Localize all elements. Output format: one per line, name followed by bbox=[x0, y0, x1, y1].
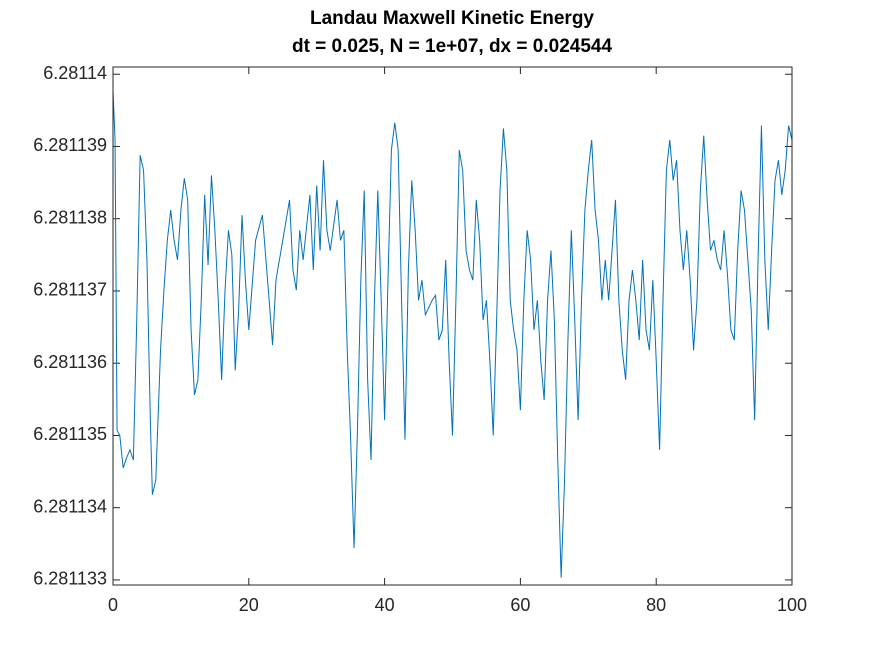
x-tick-label: 80 bbox=[646, 595, 666, 615]
data-line bbox=[112, 90, 793, 578]
y-tick-label: 6.281135 bbox=[33, 424, 107, 444]
y-tick-label: 6.281134 bbox=[33, 496, 107, 516]
chart-subtitle: dt = 0.025, N = 1e+07, dx = 0.024544 bbox=[292, 36, 612, 57]
y-tick-label: 6.281137 bbox=[33, 280, 107, 300]
x-tick-label: 40 bbox=[375, 595, 395, 615]
y-tick-label: 6.281138 bbox=[33, 207, 107, 227]
x-tick-label: 60 bbox=[510, 595, 530, 615]
y-tick-label: 6.281136 bbox=[33, 352, 107, 372]
x-tick-label: 0 bbox=[108, 595, 118, 615]
plot-area bbox=[113, 67, 792, 585]
axes-box bbox=[112, 66, 793, 586]
x-tick-label: 20 bbox=[239, 595, 259, 615]
chart-title: Landau Maxwell Kinetic Energy bbox=[310, 8, 594, 29]
x-tick-label: 100 bbox=[777, 595, 807, 615]
y-tick-label: 6.281133 bbox=[33, 569, 107, 589]
y-tick-label: 6.281139 bbox=[33, 135, 107, 155]
y-tick-label: 6.28114 bbox=[43, 63, 107, 83]
